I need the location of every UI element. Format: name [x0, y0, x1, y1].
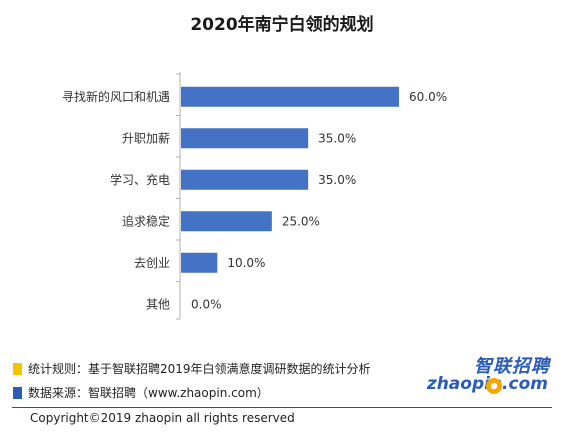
data-label: 35.0%: [318, 173, 356, 187]
yellow-square-icon: [13, 363, 22, 375]
statistics-rule-note: 统计规则：基于智联招聘2019年白领满意度调研数据的统计分析: [13, 360, 371, 377]
statistics-rule-text: 统计规则：基于智联招聘2019年白领满意度调研数据的统计分析: [28, 362, 371, 376]
bar: [181, 86, 399, 107]
data-source-note: 数据来源：智联招聘（www.zhaopin.com）: [13, 384, 269, 401]
category-label: 去创业: [134, 256, 170, 270]
data-label: 25.0%: [282, 214, 320, 228]
blue-square-icon: [13, 387, 22, 399]
bar: [181, 252, 218, 273]
copyright-text: Copyright©2019 zhaopin all rights reserv…: [30, 411, 295, 425]
bar: [181, 128, 309, 149]
data-label: 10.0%: [227, 256, 265, 270]
category-label: 升职加薪: [122, 131, 170, 145]
bar: [181, 211, 272, 232]
chart-title: 2020年南宁白领的规划: [190, 15, 374, 35]
bar-chart: 寻找新的风口和机遇 60.0% 升职加薪 35.0% 学习、充电 35.0% 追求稳定 25.…: [62, 72, 447, 320]
data-source-text: 数据来源：智联招聘（www.zhaopin.com）: [28, 386, 269, 400]
category-label: 学习、充电: [110, 172, 170, 187]
category-label: 追求稳定: [122, 213, 170, 228]
zhaopin-logo: 智联招聘 zhaopin.com: [427, 352, 552, 404]
data-label: 0.0%: [191, 297, 222, 311]
data-label: 35.0%: [318, 131, 356, 145]
data-label: 60.0%: [409, 90, 447, 104]
logo-chinese-text: 智联招聘: [474, 356, 550, 377]
category-label: 寻找新的风口和机遇: [62, 89, 170, 104]
zhaopin-logo-icon: [486, 378, 502, 394]
bar: [181, 169, 309, 190]
footer-divider: [12, 407, 552, 408]
category-label: 其他: [146, 297, 170, 311]
